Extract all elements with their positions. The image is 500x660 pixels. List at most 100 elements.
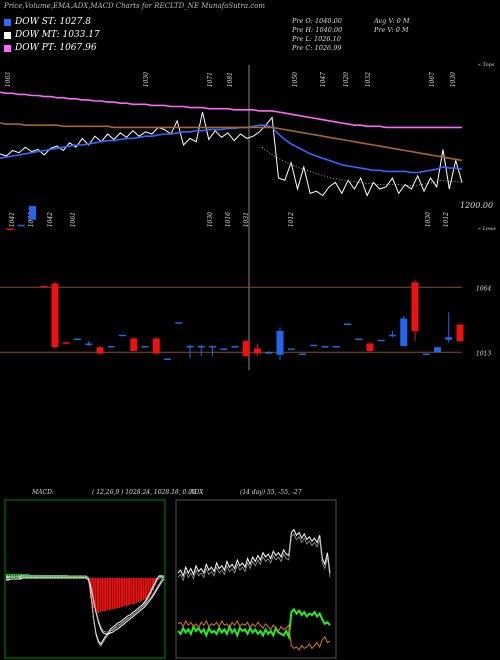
top-label: 1071	[207, 72, 214, 87]
candle-body	[321, 346, 329, 348]
macd-title: MACD:	[31, 489, 54, 496]
level-1064-label: 1064	[476, 285, 491, 292]
candle-body	[6, 228, 14, 230]
low-label: 1061	[70, 212, 77, 227]
tops-marker: « Tops	[478, 62, 495, 68]
top-label: 1047	[320, 72, 327, 87]
candle-body	[85, 343, 93, 345]
candle-body	[332, 346, 340, 348]
top-label: 1020	[343, 72, 350, 87]
legend-dow-pt: DOW PT: 1067.96	[4, 43, 97, 53]
macd-histogram-bar	[92, 578, 95, 608]
legend-label-st: DOW ST: 1027.8	[15, 17, 91, 27]
macd-histogram-bar	[106, 578, 109, 610]
macd-histogram-bar	[116, 578, 119, 608]
candle-body	[107, 346, 115, 348]
candle-body	[422, 353, 430, 355]
low-label: 1030	[425, 212, 432, 227]
prev-volume: Pre V: 0 M	[374, 26, 409, 34]
macd-histogram-bar	[120, 578, 123, 607]
macd-histogram-bar	[135, 578, 138, 603]
candle-body	[400, 318, 408, 346]
macd-histogram-bar	[10, 574, 13, 578]
candle-body	[445, 337, 453, 340]
macd-histogram-bar	[111, 578, 114, 609]
level-1200: 1200.00	[460, 201, 493, 210]
candle-body	[141, 346, 149, 348]
candle-body	[186, 346, 194, 348]
candle-body	[389, 334, 396, 337]
chart-title: Price,Volume,EMA,ADX,MACD Charts for REC…	[4, 2, 266, 10]
prev-high: Pre H: 1040.00	[292, 26, 343, 34]
candle-body	[51, 283, 59, 348]
candle-body	[152, 338, 160, 354]
prev-close: Pre C: 1026.99	[292, 44, 342, 52]
macd-histogram-bar	[108, 578, 111, 610]
prev-low: Pre L: 1026.10	[292, 35, 341, 43]
macd-histogram-bar	[137, 578, 140, 602]
avg-volume: Avg V: 0 M	[374, 17, 410, 25]
macd-histogram-bar	[82, 576, 85, 578]
candle-body	[164, 358, 171, 360]
low-label: 1012	[443, 212, 450, 227]
low-label: 1012	[288, 212, 295, 227]
candle-body	[411, 282, 419, 331]
macd-histogram-bar	[125, 578, 128, 606]
legend-swatch-pt	[4, 44, 11, 52]
macd-histogram-bar	[130, 578, 133, 604]
candle-body	[265, 352, 273, 354]
legend-label-pt: DOW PT: 1067.96	[15, 43, 97, 53]
legend-swatch-mt	[4, 31, 11, 39]
low-label: 1016	[225, 212, 232, 227]
di-plus-line	[177, 607, 331, 641]
macd-histogram-bar	[149, 578, 152, 594]
candle-body	[17, 224, 25, 227]
adx-line-shadow	[177, 533, 331, 582]
top-label: 1063	[5, 72, 12, 87]
macd-histogram-bar	[17, 574, 20, 578]
macd-histogram-bar	[85, 576, 87, 578]
candle-body	[130, 338, 138, 351]
di-minus-line	[177, 619, 331, 651]
prev-open: Pre O: 1040.00	[292, 17, 342, 25]
low-label: 1031	[243, 212, 250, 227]
adx-line	[177, 528, 331, 578]
candle-body	[231, 346, 239, 348]
candle-body	[254, 348, 261, 354]
macd-histogram-bar	[161, 576, 164, 578]
candle-body	[209, 346, 216, 348]
macd-histogram-bar	[6, 574, 8, 578]
legend-dow-mt: DOW MT: 1033.17	[4, 30, 100, 40]
candle-body	[310, 344, 318, 347]
level-1013-label: 1013	[476, 350, 491, 357]
macd-signal-line	[6, 577, 165, 635]
macd-histogram-bar	[99, 578, 102, 612]
candle-body	[220, 348, 228, 350]
ema-long-line	[0, 91, 462, 129]
macd-histogram-bar	[144, 578, 147, 599]
candle-body	[355, 338, 363, 340]
macd-histogram-bar	[104, 578, 107, 611]
candle-body	[242, 341, 250, 356]
macd-histogram-bar	[101, 578, 104, 611]
ema-mid-line	[0, 122, 463, 162]
macd-histogram-bar	[77, 576, 80, 578]
candle-body	[377, 339, 385, 342]
adx-params: (14 day) 55, -55, -27	[240, 489, 302, 496]
macd-histogram-bar	[128, 578, 131, 605]
legend-swatch-st	[4, 18, 11, 26]
macd-histogram-bar	[80, 576, 83, 578]
macd-histogram-bar	[140, 578, 143, 601]
macd-histogram-bar	[142, 578, 145, 600]
legend-dow-st: DOW ST: 1027.8	[4, 17, 91, 27]
macd-histogram-bar	[13, 574, 16, 578]
macd-histogram-bar	[152, 578, 155, 590]
candle-body	[299, 353, 306, 355]
candle-body	[434, 347, 441, 353]
macd-histogram-bar	[75, 576, 78, 578]
ema-short-line	[0, 124, 463, 174]
macd-histogram-bar	[68, 576, 71, 578]
low-label: 1042	[47, 212, 54, 227]
candle-body	[366, 343, 374, 351]
